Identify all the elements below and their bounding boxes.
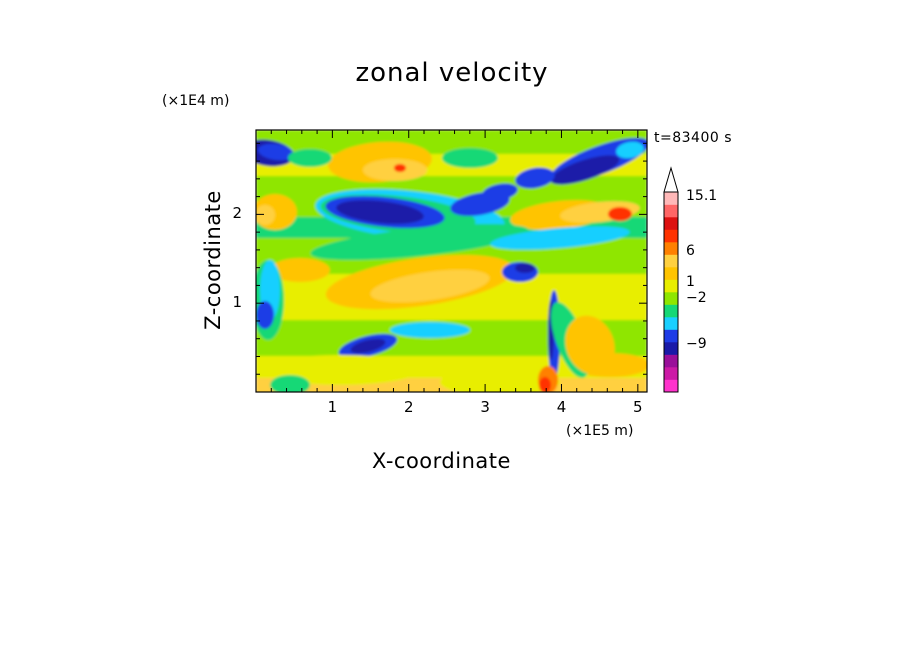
contour-region	[530, 288, 610, 312]
contour-region	[256, 301, 274, 329]
x-tick-label: 4	[556, 398, 567, 416]
colorbar-label: −2	[686, 290, 707, 306]
contour-region	[256, 205, 275, 225]
contour-region	[270, 375, 310, 392]
contour-region	[482, 183, 518, 201]
contour-region	[490, 226, 630, 250]
contour-layer	[256, 130, 647, 392]
x-tick-label: 3	[480, 398, 490, 416]
colorbar-swatch	[664, 317, 678, 330]
x-tick-label: 5	[633, 398, 643, 416]
contour-region	[370, 269, 490, 303]
contour-region	[550, 155, 620, 185]
contour-region	[515, 263, 535, 273]
x-tick-label: 1	[327, 398, 338, 416]
contour-region	[440, 368, 560, 392]
contour-region	[310, 223, 530, 261]
colorbar-label: −9	[686, 336, 707, 352]
colorbar	[663, 166, 679, 393]
colorbar-swatch	[664, 379, 678, 393]
colorbar-swatch	[664, 254, 678, 268]
colorbar-swatch	[664, 354, 678, 368]
contour-region	[515, 167, 555, 189]
colorbar-label: 1	[686, 274, 695, 290]
contour-region	[350, 338, 386, 354]
colorbar-swatch	[664, 367, 678, 380]
colorbar-swatch	[664, 292, 678, 305]
colorbar-label: 15.1	[686, 188, 718, 204]
contour-region	[608, 207, 632, 221]
colorbar-swatch	[664, 192, 678, 205]
contour-region	[616, 141, 644, 159]
contour-region	[442, 148, 498, 168]
colorbar-swatch	[664, 242, 678, 255]
colorbar-label: 6	[686, 243, 695, 259]
colorbar-swatch	[664, 304, 678, 318]
x-tick-label: 2	[403, 398, 414, 416]
contour-region	[565, 315, 615, 375]
colorbar-swatch	[664, 217, 678, 230]
colorbar-swatch	[664, 267, 678, 280]
contour-region	[270, 258, 330, 282]
contour-region	[288, 149, 332, 167]
contour-region	[390, 322, 470, 338]
y-tick-label: 1	[232, 293, 242, 312]
colorbar-swatch	[664, 204, 678, 218]
contour-region	[539, 377, 551, 392]
plot-frame	[255, 129, 648, 393]
colorbar-swatch	[664, 279, 678, 293]
contour-region	[258, 143, 294, 161]
axis-ticks	[255, 130, 647, 393]
x-axis-label: X-coordinate	[372, 449, 511, 473]
contour-region	[394, 164, 406, 172]
colorbar-swatch	[664, 229, 678, 243]
colorbar-swatch	[664, 329, 678, 343]
colorbar-frame	[663, 191, 679, 393]
velocity-field	[256, 130, 647, 392]
contour-region	[336, 200, 424, 224]
x-axis-unit-label: (×1E5 m)	[566, 423, 634, 439]
y-tick-label: 2	[232, 204, 242, 223]
colorbar-extend-arrow	[663, 166, 679, 193]
y-axis-unit-label: (×1E4 m)	[162, 93, 230, 109]
chart-title: zonal velocity	[355, 58, 549, 88]
time-annotation: t=83400 s	[654, 130, 732, 146]
colorbar-swatch	[664, 342, 678, 355]
